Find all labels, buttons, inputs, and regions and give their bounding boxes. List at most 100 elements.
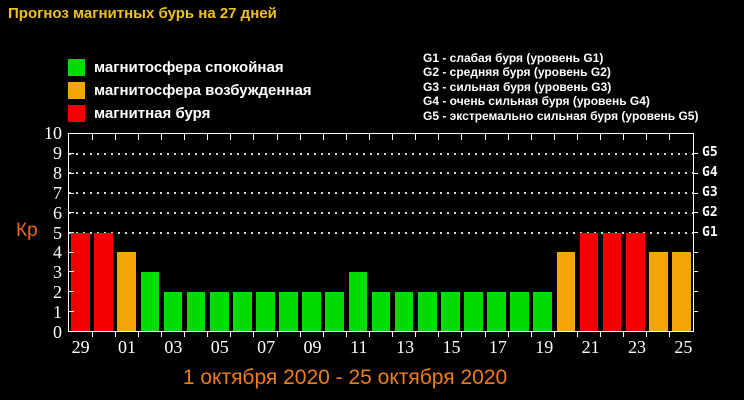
y-tick-left [69,192,74,194]
y-tick-left [69,291,74,293]
top-day-tick [184,134,186,140]
x-axis-label-15: 15 [442,337,461,357]
x-axis-label-07: 07 [257,337,276,357]
legend-item-label: магнитосфера спокойная [94,59,284,76]
bar-day-01 [117,252,137,331]
bottom-day-tick [392,332,394,337]
bar-day-06 [232,291,252,331]
date-range-caption: 1 октября 2020 - 25 октября 2020 [182,366,508,389]
x-axis-label-09: 09 [303,337,322,357]
bottom-day-tick [299,332,301,337]
gridline-kp5 [69,231,693,234]
storm-level-g2: G2 - средняя буря (уровень G2) [423,65,611,80]
top-day-tick [576,134,578,140]
bottom-day-tick [669,332,671,337]
bar-day-24 [648,252,668,331]
top-day-tick [299,134,301,140]
legend-item-excited: магнитосфера возбужденная [68,79,312,102]
bar-day-14 [417,291,437,331]
y-axis-label-3: 3 [53,262,62,283]
bar-day-30 [94,232,113,331]
bottom-day-tick [184,332,186,337]
quiet-color-swatch [68,59,85,76]
bottom-day-tick [646,332,648,337]
y-tick-right [693,153,698,155]
top-day-tick [368,134,370,140]
legend-item-label: магнитосфера возбужденная [94,82,312,99]
top-day-tick [507,134,509,140]
top-day-tick [253,134,255,140]
bottom-day-tick [484,332,486,337]
y-tick-left [69,153,74,155]
bar-day-19 [533,291,553,331]
storm-level-g4: G4 - очень сильная буря (уровень G4) [423,94,650,109]
bottom-day-tick [415,332,417,337]
bottom-day-tick [623,332,625,337]
top-day-tick [461,134,463,140]
bar-day-21 [579,232,599,331]
magnetosphere-legend: магнитосфера спокойная магнитосфера возб… [68,56,312,125]
x-axis-label-21: 21 [581,337,600,357]
y-axis-label-0: 0 [53,322,62,342]
x-axis-label-29: 29 [71,337,90,357]
bar-day-17 [487,291,506,331]
top-day-tick [91,134,93,140]
y-tick-right [693,251,698,253]
y-tick-right [693,271,698,273]
y-axis-label-4: 4 [53,242,62,263]
bar-day-20 [556,252,576,331]
bar-day-25 [672,252,691,331]
gridline-kp8 [69,172,693,175]
top-day-tick [276,134,278,140]
top-day-tick [345,134,347,140]
top-day-tick [230,134,232,140]
x-axis-label-05: 05 [210,337,229,357]
y-tick-left [69,310,74,312]
bar-day-11 [348,271,368,331]
y-tick-right [693,232,698,233]
g-level-label-g2: G2 [702,204,718,220]
bar-day-02 [140,271,160,331]
top-day-tick [322,134,324,140]
bottom-day-tick [137,332,139,337]
top-day-tick [646,134,648,140]
y-axis-label-1: 1 [53,302,62,323]
top-day-tick [114,134,116,140]
bottom-day-tick [160,332,162,337]
bottom-day-tick [230,332,232,337]
gridline-kp7 [69,192,693,195]
g-level-label-g5: G5 [702,144,718,160]
y-tick-left [69,212,74,214]
chart-title: Прогноз магнитных бурь на 27 дней [8,5,277,22]
y-tick-right [693,291,698,293]
x-axis-label-17: 17 [488,337,507,357]
y-axis-label-9: 9 [53,142,62,163]
bar-day-29 [71,232,90,331]
bar-day-07 [256,291,275,331]
top-day-tick [415,134,417,140]
bottom-day-tick [600,332,602,337]
x-axis-label-03: 03 [164,337,183,357]
y-tick-right [693,192,698,194]
bottom-day-tick [530,332,532,337]
y-axis-label-6: 6 [53,202,62,223]
bottom-day-tick [91,332,93,337]
y-axis-label-10: 10 [44,123,62,143]
x-axis-label-11: 11 [350,337,368,357]
bar-day-04 [186,291,206,331]
bar-day-13 [394,291,414,331]
bottom-day-tick [553,332,555,337]
bottom-day-tick [368,332,370,337]
x-axis-label-23: 23 [628,337,647,357]
bar-day-15 [440,291,460,331]
bar-day-18 [510,291,529,331]
bottom-day-tick [253,332,255,337]
legend-item-label: магнитная буря [94,105,211,122]
y-axis-label-7: 7 [53,182,62,203]
gridline-kp6 [69,211,693,214]
g-level-label-g3: G3 [702,184,718,200]
top-day-tick [600,134,602,140]
bottom-day-tick [507,332,509,337]
top-day-tick [438,134,440,140]
